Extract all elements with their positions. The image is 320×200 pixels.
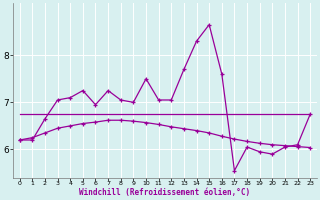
X-axis label: Windchill (Refroidissement éolien,°C): Windchill (Refroidissement éolien,°C)	[79, 188, 251, 197]
